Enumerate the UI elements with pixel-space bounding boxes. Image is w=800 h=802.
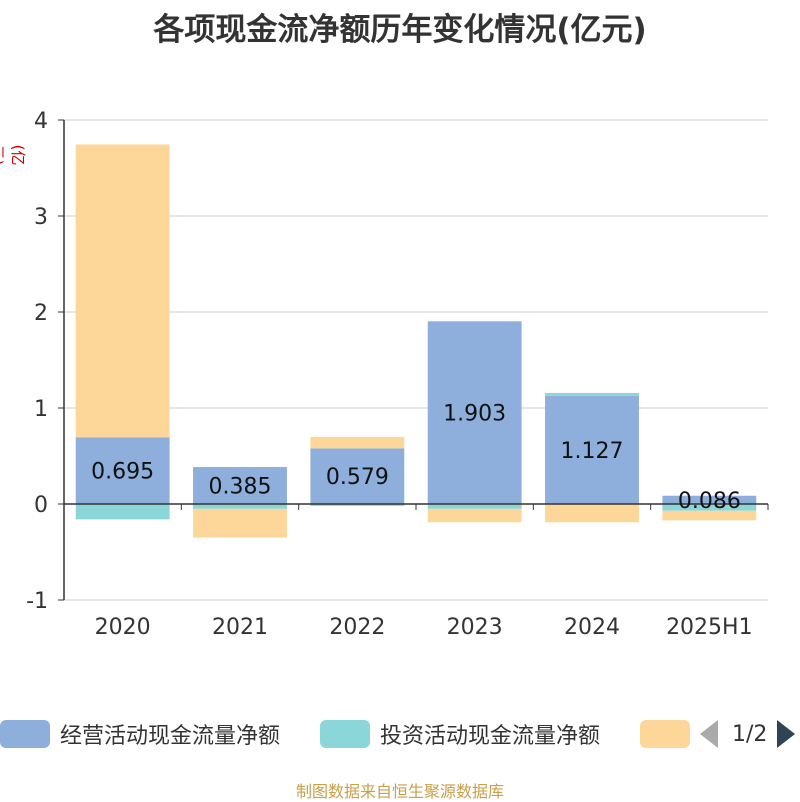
bar-2-2023 [427, 504, 522, 509]
data-label: 1.903 [443, 402, 506, 427]
y-tick-label: 2 [34, 301, 48, 326]
bar-3-2021 [193, 508, 287, 538]
bar-1-2022 [310, 448, 405, 504]
y-tick-label: 3 [34, 205, 48, 230]
y-tick-label: -1 [26, 589, 48, 614]
next-page-icon[interactable] [777, 720, 796, 748]
bar-1-2021 [193, 467, 287, 504]
legend-item-third[interactable] [640, 714, 690, 754]
data-label: 0.579 [326, 465, 389, 490]
x-tick-label: 2024 [564, 615, 620, 640]
data-source-note: 制图数据来自恒生聚源数据库 [295, 782, 504, 801]
bar-2-2025H1 [662, 504, 757, 511]
bar-1-2020 [75, 437, 170, 504]
bar-2-2022 [310, 504, 405, 506]
prev-page-icon[interactable] [700, 720, 718, 748]
bar-3-2023 [427, 508, 522, 523]
legend-page-indicator: 1/2 [732, 721, 768, 747]
legend-label-operating: 经营活动现金流量净额 [60, 724, 281, 749]
data-label: 0.385 [209, 475, 272, 500]
bar-1-2024 [545, 395, 639, 504]
x-tick-label: 2021 [212, 615, 268, 640]
bar-2-2020 [75, 504, 170, 520]
legend-label-investing: 投资活动现金流量净额 [380, 724, 601, 749]
data-label: 1.127 [561, 439, 624, 464]
y-tick-label: 1 [34, 397, 48, 422]
y-tick-label: 0 [34, 493, 48, 518]
bar-3-2025H1 [662, 510, 757, 521]
x-tick-label: 2023 [447, 615, 503, 640]
chart-title: 各项现金流净额历年变化情况(亿元) [153, 12, 647, 48]
bar-3-2020 [75, 144, 170, 438]
legend: 经营活动现金流量净额 投资活动现金流量净额 1/2 [0, 714, 800, 754]
legend-item-investing[interactable]: 投资活动现金流量净额 [320, 714, 600, 754]
chart-svg: 4 3 2 1 0 -1 2020 2021 2022 2023 2024 2025H1 0.695 0.… [26, 109, 769, 640]
x-tick-label: 2020 [95, 615, 151, 640]
bar-3-2024 [545, 504, 639, 523]
bar-1-2025H1 [662, 495, 757, 504]
data-label: 0.086 [678, 489, 741, 514]
x-tick-label: 2022 [329, 615, 385, 640]
bar-2-2024 [545, 392, 639, 396]
legend-pager: 1/2 [700, 714, 796, 754]
data-label: 0.695 [91, 460, 154, 485]
x-tick-label: 2025H1 [666, 615, 753, 640]
legend-swatch-third [640, 720, 690, 748]
bar-3-2022 [310, 436, 405, 449]
legend-item-operating[interactable]: 经营活动现金流量净额 [0, 714, 280, 754]
bar-2-2021 [193, 504, 287, 509]
y-tick-label: 4 [34, 109, 48, 134]
legend-swatch-investing [320, 720, 370, 748]
bar-1-2023 [427, 321, 522, 504]
legend-swatch-operating [0, 720, 50, 748]
